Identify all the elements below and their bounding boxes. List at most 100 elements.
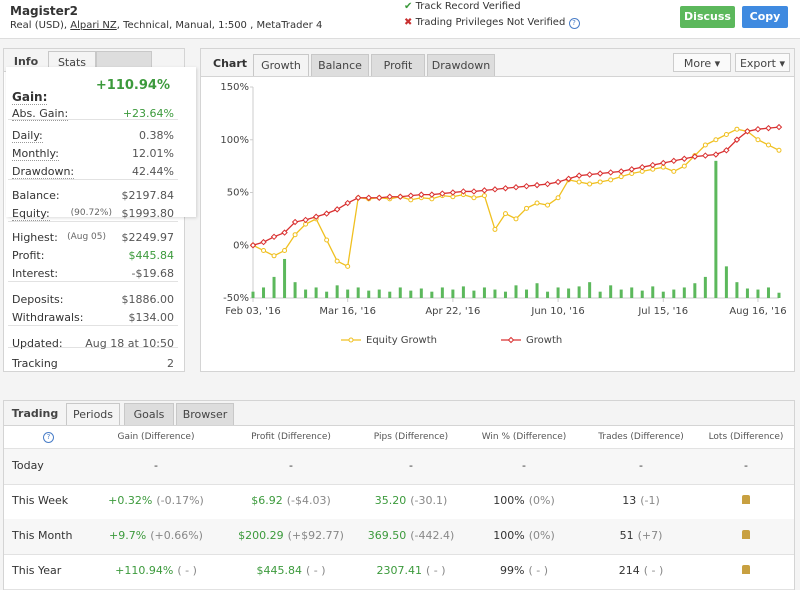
trading-tab[interactable]: Browser <box>176 403 234 425</box>
point-marker <box>261 248 267 254</box>
separator <box>8 281 178 282</box>
info-panel: Info Stats Gain: +110.94% Abs. Gain: +23.64% D… <box>3 48 196 372</box>
point-marker <box>502 211 508 217</box>
cell-value: 369.50 <box>367 529 407 542</box>
profit-bar <box>514 285 518 298</box>
separator <box>4 554 794 555</box>
info-label: Interest: <box>12 267 59 280</box>
track-record-text: Track Record Verified <box>415 1 521 12</box>
lots-icon[interactable] <box>742 565 750 574</box>
profit-bar <box>777 292 781 298</box>
table-cell: +0.32% (-0.17%) <box>86 494 226 507</box>
profit-bar <box>482 287 486 298</box>
info-label: Profit: <box>12 249 45 262</box>
track-record: ✔ Track Record Verified <box>404 1 521 12</box>
point-marker <box>512 184 520 191</box>
point-marker <box>628 166 635 173</box>
copy-button[interactable]: Copy <box>742 6 788 28</box>
info-value: +110.94% <box>95 78 170 93</box>
info-label: Daily: <box>12 129 43 143</box>
profit-bar <box>325 291 329 298</box>
point-marker <box>671 168 677 174</box>
profit-bar <box>724 266 728 298</box>
broker-link[interactable]: Alpari NZ <box>70 20 117 31</box>
profit-bar <box>745 288 749 298</box>
trading-tab[interactable]: Trading <box>11 407 59 420</box>
chart-tab[interactable]: Drawdown <box>427 54 495 76</box>
profit-bar <box>619 289 623 298</box>
point-marker <box>312 213 320 220</box>
x-tick-label: Jul 15, '16 <box>637 306 688 317</box>
column-header: Profit (Difference) <box>251 432 331 442</box>
chart-tab[interactable]: Profit <box>371 54 425 76</box>
point-marker <box>344 199 351 207</box>
info-label: Abs. Gain: <box>12 107 69 121</box>
export-button[interactable]: Export ▾ <box>735 53 790 72</box>
header-bar <box>0 0 800 39</box>
chart-tab[interactable]: Growth <box>253 54 309 76</box>
cell-value: $6.92 <box>251 494 283 507</box>
point-marker <box>282 248 288 254</box>
column-header: Gain (Difference) <box>117 432 195 442</box>
column-header: Pips (Difference) <box>373 432 449 442</box>
cell-value: - <box>639 459 643 472</box>
point-marker <box>270 233 278 241</box>
profit-bar <box>283 258 287 298</box>
point-marker <box>670 157 678 165</box>
info-label: Deposits: <box>12 293 64 306</box>
point-marker <box>639 163 646 171</box>
profit-bar <box>304 289 308 298</box>
profit-bar <box>346 289 350 298</box>
help-icon[interactable]: ? <box>43 432 54 443</box>
table-cell: - <box>86 459 226 472</box>
info-label: Drawdown: <box>12 165 75 179</box>
cell-value: 99% <box>500 564 525 577</box>
point-marker <box>271 253 277 259</box>
table-cell: 100% (0%) <box>454 494 594 507</box>
more-button[interactable]: More ▾ <box>673 53 731 72</box>
point-marker <box>471 195 477 201</box>
point-marker <box>260 238 267 246</box>
legend-label: Growth <box>526 335 562 346</box>
separator <box>8 179 178 180</box>
point-marker <box>502 185 509 192</box>
trading-tab[interactable]: Goals <box>124 403 174 425</box>
cell-value: - <box>744 459 748 472</box>
discuss-button[interactable]: Discuss <box>680 6 735 28</box>
info-value: +23.64% <box>122 107 174 120</box>
point-marker <box>354 194 362 201</box>
point-marker <box>333 206 341 213</box>
legend-marker <box>507 336 515 344</box>
profit-bar <box>409 290 413 298</box>
trading-tab[interactable]: Periods <box>66 403 120 425</box>
profit-bar <box>493 289 497 298</box>
point-marker <box>702 152 709 159</box>
point-marker <box>376 194 383 201</box>
info-label: Updated: <box>12 337 63 350</box>
info-tab[interactable]: Info <box>13 55 39 68</box>
lots-icon[interactable] <box>742 530 750 539</box>
column-header: Win % (Difference) <box>481 432 567 442</box>
cell-difference: (-442.4) <box>410 529 455 542</box>
export-text: Export <box>739 57 776 70</box>
profit-bar <box>703 276 707 298</box>
lots-icon[interactable] <box>742 495 750 504</box>
row-label: This Week <box>12 494 69 507</box>
cell-difference: ( - ) <box>425 564 446 577</box>
trading-privileges-text: Trading Privileges Not Verified <box>415 17 566 28</box>
point-marker <box>660 159 667 167</box>
info-value: 2 <box>167 357 174 370</box>
point-marker <box>575 172 583 179</box>
cell-value: - <box>289 459 293 472</box>
point-marker <box>775 123 783 131</box>
point-marker <box>418 191 425 198</box>
chart-tab[interactable]: Balance <box>311 54 369 76</box>
info-value: $445.84 <box>128 249 175 262</box>
cell-value: $445.84 <box>256 564 302 577</box>
profit-bar <box>640 290 644 298</box>
separator <box>8 325 178 326</box>
profit-bar <box>556 287 560 298</box>
point-marker <box>587 181 593 187</box>
point-marker <box>491 186 499 193</box>
cell-value: 100% <box>493 494 525 507</box>
